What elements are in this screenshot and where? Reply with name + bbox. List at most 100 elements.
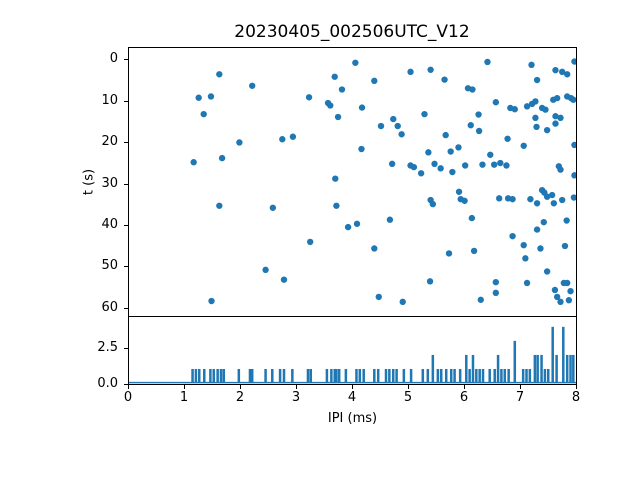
histogram-bar <box>335 368 338 384</box>
histogram-bar <box>525 368 528 384</box>
scatter-point <box>208 297 215 305</box>
histogram-bar <box>449 368 453 384</box>
scatter-point <box>455 144 462 151</box>
histogram-bar <box>344 368 348 384</box>
tick-mark <box>296 385 297 389</box>
histogram-bar <box>426 368 430 384</box>
scatter-point <box>249 82 256 89</box>
scatter-point <box>461 197 468 204</box>
scatter-point <box>571 141 576 149</box>
scatter-point <box>470 247 478 255</box>
histogram-bar <box>468 368 471 384</box>
tick-label: 30 <box>101 175 118 191</box>
scatter-point <box>429 200 437 208</box>
tick-mark <box>124 224 128 226</box>
scatter-point <box>528 61 535 69</box>
histogram-bar <box>572 354 575 384</box>
scatter-point <box>425 149 432 156</box>
histogram-bar <box>444 368 448 384</box>
histogram-bar <box>250 368 254 384</box>
histogram-bar <box>458 368 462 384</box>
scatter-point <box>564 71 571 78</box>
histogram-bar <box>465 354 468 384</box>
scatter-point <box>509 232 516 240</box>
tick-mark <box>124 384 128 385</box>
tick-mark <box>240 385 241 389</box>
scatter-point <box>289 133 297 140</box>
histogram-bar <box>569 354 572 384</box>
scatter-point <box>331 73 338 80</box>
scatter-point <box>333 202 340 209</box>
scatter-point <box>563 217 570 224</box>
scatter-point <box>570 96 576 103</box>
tick-mark <box>124 183 128 185</box>
tick-label: 6 <box>459 390 469 405</box>
scatter-point <box>523 103 531 110</box>
scatter-point <box>332 175 339 182</box>
histogram-bar <box>551 326 554 384</box>
tick-mark <box>464 385 465 389</box>
histogram-bar <box>237 368 241 384</box>
scatter-point <box>503 162 510 169</box>
histogram-bar <box>191 368 194 384</box>
histogram-plot-area <box>128 316 577 385</box>
scatter-point <box>431 160 438 168</box>
scatter-point <box>520 142 527 149</box>
scatter-point <box>558 68 566 76</box>
tick-mark <box>576 385 577 389</box>
histogram-bar <box>358 368 362 384</box>
scatter-point <box>557 114 564 122</box>
tick-mark <box>520 385 521 389</box>
scatter-point <box>495 195 503 202</box>
histogram-bar <box>306 368 310 384</box>
tick-label: 4 <box>347 390 357 405</box>
histogram-bar <box>355 368 358 384</box>
scatter-point <box>407 68 414 76</box>
scatter-point <box>334 113 342 121</box>
histogram-bar <box>471 354 475 384</box>
scatter-point <box>511 106 518 113</box>
scatter-point <box>509 195 516 203</box>
tick-mark <box>352 385 353 389</box>
scatter-point <box>475 111 482 118</box>
scatter-point <box>564 279 571 287</box>
tick-label: 2.5 <box>97 339 118 355</box>
scatter-point <box>305 94 313 101</box>
tick-label: 8 <box>571 390 581 405</box>
scatter-point <box>487 151 494 158</box>
histogram-bar <box>219 368 223 384</box>
tick-label: 10 <box>101 92 118 108</box>
tick-mark <box>184 385 185 389</box>
tick-label: 2 <box>235 390 245 405</box>
histogram-bar <box>481 368 485 384</box>
scatter-point <box>236 139 243 146</box>
tick-mark <box>124 100 128 102</box>
histogram-bar <box>431 354 435 384</box>
tick-mark <box>124 307 128 309</box>
scatter-point <box>479 161 486 168</box>
histogram-bar <box>248 368 252 384</box>
histogram-bar <box>384 368 388 384</box>
scatter-point <box>543 268 551 275</box>
histogram-bar <box>555 354 558 384</box>
histogram-bar <box>436 368 440 384</box>
scatter-point <box>447 148 454 155</box>
scatter-point <box>532 98 539 105</box>
histogram-bar <box>439 368 443 384</box>
histogram-bar <box>546 368 550 384</box>
histogram-bar <box>264 368 267 384</box>
tick-label: 50 <box>101 258 118 274</box>
histogram-bar <box>543 368 547 384</box>
scatter-point <box>558 196 566 204</box>
scatter-point <box>571 58 576 65</box>
tick-label: 20 <box>101 134 118 150</box>
scatter-point <box>218 154 226 162</box>
histogram-bar <box>373 368 376 384</box>
tick-label: 1 <box>179 390 189 405</box>
scatter-point <box>441 76 448 83</box>
histogram-bar <box>197 368 201 384</box>
scatter-point <box>455 188 463 195</box>
tick-label: 5 <box>403 390 413 405</box>
scatter-point <box>475 127 483 135</box>
histogram-bar <box>291 368 294 384</box>
